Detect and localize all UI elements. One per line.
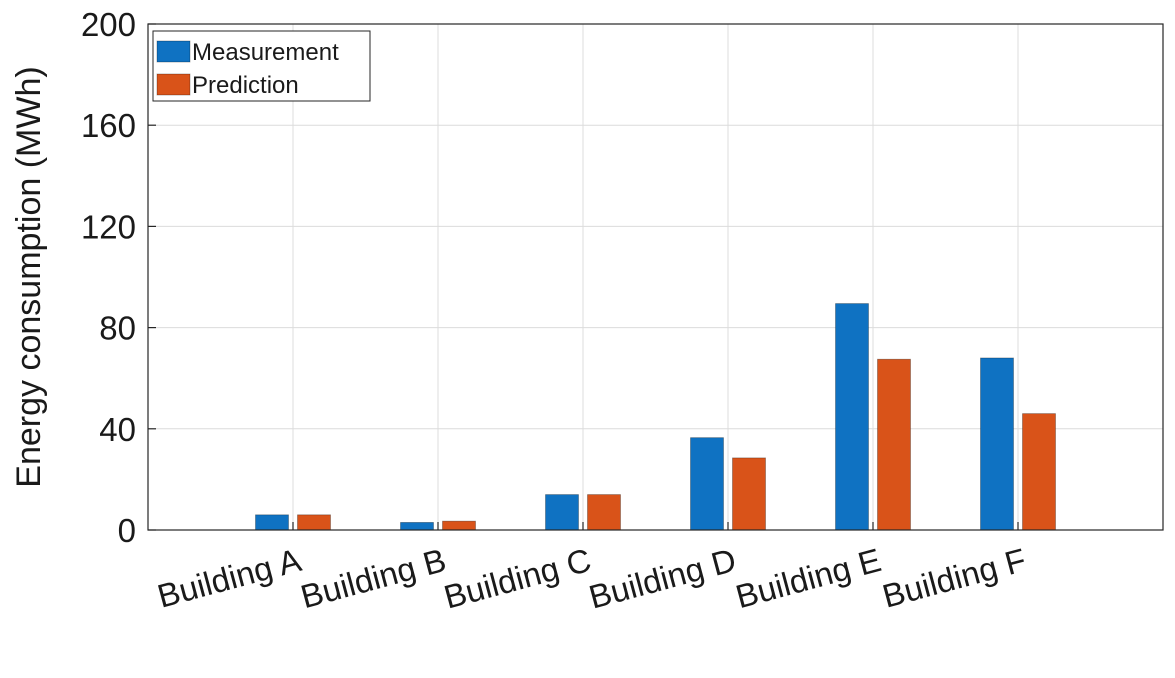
- y-axis-label: Energy consumption (MWh): [10, 66, 48, 487]
- legend-swatch-measurement: [156, 40, 191, 63]
- bar-prediction-building-a: [297, 514, 331, 531]
- legend-label-measurement: Measurement: [192, 39, 339, 66]
- bar-prediction-building-b: [442, 520, 476, 531]
- legend-swatch-prediction: [156, 73, 191, 96]
- bar-measurement-building-c: [545, 494, 579, 531]
- y-tick-label: 120: [81, 208, 136, 245]
- bar-measurement-building-f: [980, 357, 1014, 531]
- bar-measurement-building-e: [835, 303, 869, 531]
- x-category-label: Building A: [153, 541, 304, 615]
- bar-measurement-building-a: [255, 514, 289, 531]
- bar-prediction-building-e: [877, 358, 911, 531]
- x-category-label: Building C: [440, 541, 595, 616]
- bar-measurement-building-b: [400, 522, 434, 531]
- y-tick-label: 0: [118, 512, 136, 549]
- x-category-label: Building B: [297, 541, 450, 615]
- legend-label-prediction: Prediction: [192, 72, 299, 99]
- y-axis-ticks: 0 40 80 120 160 200: [81, 6, 156, 549]
- x-category-label: Building E: [732, 541, 885, 615]
- y-tick-label: 40: [99, 411, 136, 448]
- y-tick-label: 80: [99, 310, 136, 347]
- bar-measurement-building-d: [690, 437, 724, 531]
- y-tick-label: 200: [81, 6, 136, 43]
- bar-prediction-building-d: [732, 457, 766, 531]
- bars: [255, 303, 1056, 531]
- legend: Measurement Prediction: [152, 30, 371, 102]
- x-category-label: Building D: [585, 541, 740, 616]
- bar-prediction-building-f: [1022, 413, 1056, 531]
- bar-prediction-building-c: [587, 494, 621, 531]
- plot-frame: [147, 23, 1164, 531]
- y-tick-label: 160: [81, 107, 136, 144]
- x-category-label: Building F: [878, 541, 1029, 615]
